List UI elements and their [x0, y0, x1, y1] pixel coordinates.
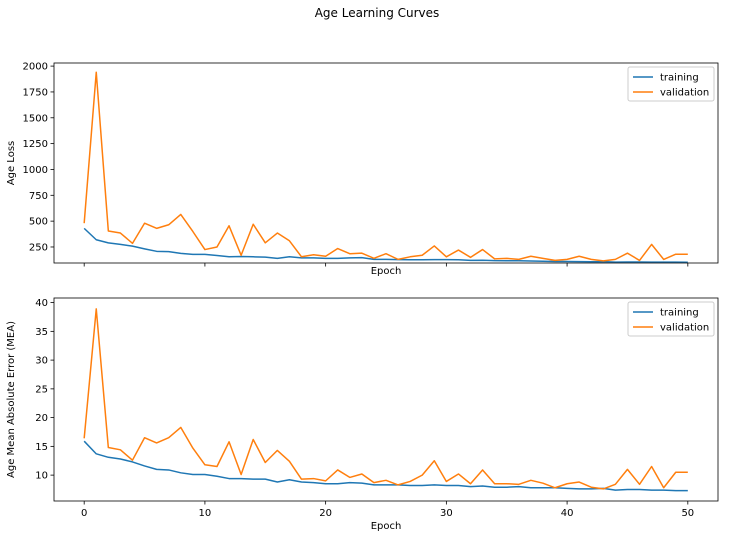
y-tick-label: 2000	[23, 62, 48, 73]
legend: training validation	[627, 301, 715, 337]
y-axis-label: Age Loss	[6, 141, 17, 185]
figure-title: Age Learning Curves	[315, 6, 440, 20]
y-tick-label: 1250	[23, 139, 48, 150]
y-tick-label: 500	[29, 217, 48, 228]
y-tick-label: 20	[35, 413, 48, 424]
x-tick-label: 50	[681, 508, 694, 519]
x-tick-label: 40	[561, 508, 574, 519]
y-tick-label: 1750	[23, 87, 48, 98]
y-tick-label: 15	[35, 442, 48, 453]
y-tick-label: 1500	[23, 113, 48, 124]
series-line-validation	[83, 308, 688, 490]
x-tick-label: 20	[319, 508, 332, 519]
y-tick-label: 40	[35, 298, 48, 309]
y-tick-label: 250	[29, 242, 48, 253]
legend-label-validation: validation	[660, 323, 709, 334]
series-line-training	[83, 227, 688, 264]
x-tick-label: 0	[81, 508, 87, 519]
series-line-validation	[83, 71, 688, 262]
x-tick-label: 10	[199, 508, 212, 519]
legend: training validation	[627, 66, 715, 102]
y-axis-label: Age Mean Absolute Error (MEA)	[6, 321, 17, 478]
x-axis-label: Epoch	[371, 521, 402, 532]
x-tick-label: 30	[440, 508, 453, 519]
legend-label-training: training	[660, 73, 699, 84]
y-tick-label: 1000	[23, 165, 48, 176]
series-line-training	[83, 440, 688, 492]
legend-label-training: training	[660, 308, 699, 319]
y-tick-label: 25	[35, 384, 48, 395]
age-loss-plot: 250 500 750 1000 1250 1500 1750 2000 Epoch Age Lo…	[6, 62, 719, 277]
y-tick-label: 750	[29, 191, 48, 202]
y-tick-label: 30	[35, 356, 48, 367]
age-mae-plot: 0 10 20 30 40 50 10 15 20 25 30 35 40 Epoch Age Mean A…	[6, 297, 719, 532]
plot-frame	[53, 297, 719, 502]
y-tick-label: 10	[35, 471, 48, 482]
legend-label-validation: validation	[660, 88, 709, 99]
y-tick-label: 35	[35, 327, 48, 338]
plot-frame	[53, 62, 719, 264]
x-axis-label: Epoch	[371, 266, 402, 277]
